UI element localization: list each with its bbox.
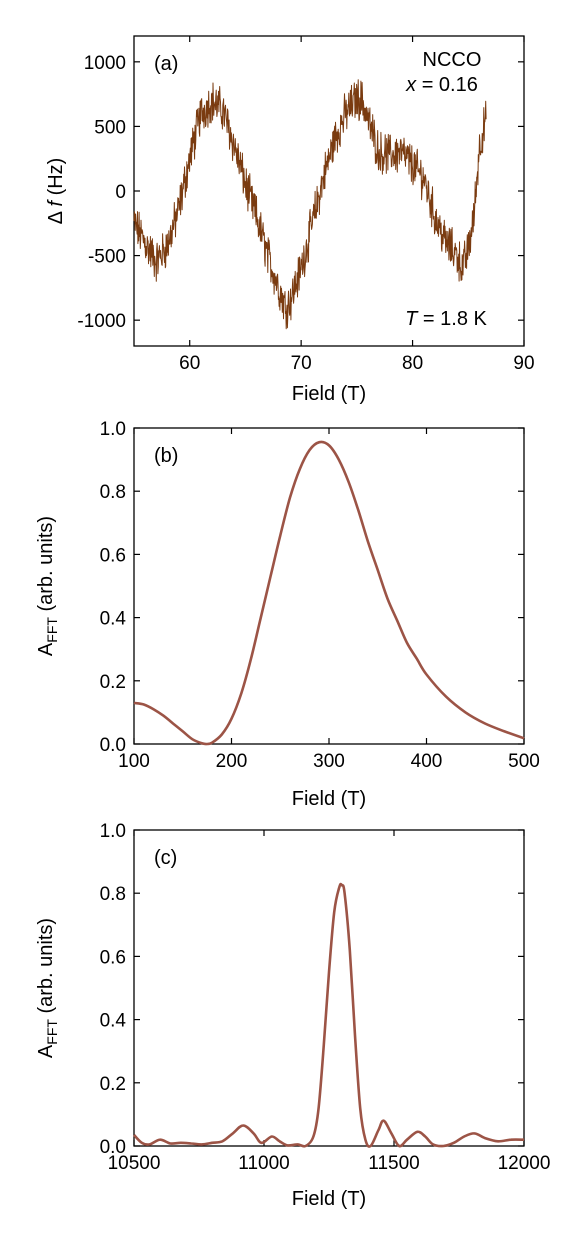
y-tick-label: 0.0 [100, 735, 126, 756]
panel-label: (b) [154, 445, 178, 467]
y-axis-title-main: A [35, 642, 57, 656]
panel-a: 60 70 80 90 -1000 -500 0 500 1000 Field (T) Δ f (H… [45, 35, 535, 405]
series-line [133, 882, 525, 1148]
y-tick-label: 0.2 [100, 672, 126, 693]
doping-label: x = 0.16 [405, 74, 478, 96]
doping-value: = 0.16 [416, 74, 478, 96]
y-tick-label: 500 [94, 117, 126, 138]
y-axis-title-subscript: FFT [44, 617, 60, 643]
x-tick-label: 300 [313, 751, 345, 772]
y-tick-label: 0 [115, 182, 126, 203]
panel-label: (c) [154, 847, 177, 869]
plot-frame [133, 427, 525, 745]
y-tick-label: 1000 [84, 53, 126, 74]
temperature-label: T = 1.8 K [405, 308, 487, 330]
temperature-symbol: T [405, 308, 419, 330]
x-tick-label: 10500 [108, 1153, 161, 1174]
y-tick-label: -500 [88, 247, 126, 268]
panel-c: 10500 11000 11500 12000 0.0 0.2 0.4 0.6 0.8 1.0 Fi… [35, 821, 550, 1210]
x-tick-label: 12000 [498, 1153, 551, 1174]
y-tick-label: 1.0 [100, 419, 126, 440]
x-axis-title: Field (T) [292, 788, 366, 810]
x-tick-label: 60 [179, 353, 200, 374]
y-tick-label: -1000 [77, 311, 126, 332]
x-axis-title: Field (T) [292, 383, 366, 405]
y-axis-title-delta: Δ [45, 207, 67, 225]
x-tick-label: 200 [216, 751, 248, 772]
y-axis-title-symbol: f [45, 199, 67, 207]
panel-label: (a) [154, 53, 178, 75]
y-tick-label: 1.0 [100, 821, 126, 842]
panel-b: 100 200 300 400 500 0.0 0.2 0.4 0.6 0.8 1.0 Field (… [35, 419, 540, 810]
y-axis-title: AFFT (arb. units) [35, 516, 60, 656]
plot-frame [133, 829, 525, 1147]
x-tick-label: 70 [291, 353, 312, 374]
x-tick-label: 80 [402, 353, 423, 374]
y-axis-title: AFFT (arb. units) [35, 918, 60, 1058]
series-line [133, 440, 525, 746]
y-tick-label: 0.4 [100, 1011, 127, 1032]
y-axis-title-main: A [35, 1044, 57, 1058]
series-line [133, 79, 487, 330]
x-tick-label: 500 [508, 751, 540, 772]
y-axis-title-rest: (arb. units) [35, 918, 57, 1019]
y-tick-label: 0.6 [100, 545, 126, 566]
material-label: NCCO [423, 49, 482, 71]
y-tick-label: 0.4 [100, 609, 127, 630]
x-tick-label: 11500 [368, 1153, 419, 1174]
x-tick-label: 400 [411, 751, 443, 772]
y-axis-title: Δ f (Hz) [45, 158, 67, 225]
doping-symbol: x [405, 74, 417, 96]
x-tick-label: 90 [513, 353, 534, 374]
y-tick-label: 0.6 [100, 947, 126, 968]
y-tick-label: 0.8 [100, 482, 126, 503]
temperature-value: = 1.8 K [417, 308, 487, 330]
y-axis-title-unit: (Hz) [45, 158, 67, 201]
x-tick-label: 11000 [238, 1153, 289, 1174]
y-tick-label: 0.2 [100, 1074, 126, 1095]
y-tick-label: 0.0 [100, 1137, 126, 1158]
x-axis-title: Field (T) [292, 1188, 366, 1210]
y-tick-label: 0.8 [100, 884, 126, 905]
x-tick-label: 100 [118, 751, 150, 772]
y-axis-title-subscript: FFT [44, 1019, 60, 1045]
y-axis-title-rest: (arb. units) [35, 516, 57, 617]
